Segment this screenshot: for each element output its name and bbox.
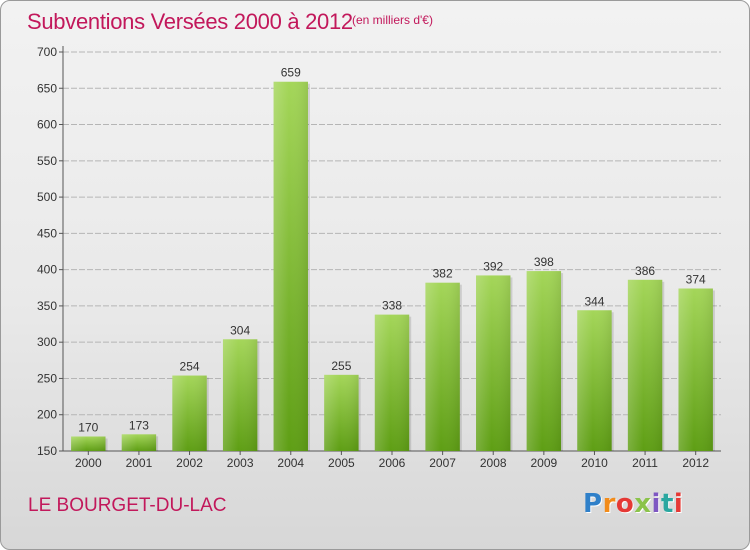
x-tick-label: 2011 [632, 456, 658, 470]
bar-highlight [425, 282, 460, 451]
bar-layer [71, 81, 715, 451]
bar-highlight [476, 275, 511, 451]
bar-highlight [678, 288, 713, 451]
x-tick-label: 2009 [530, 456, 557, 470]
bar-highlight [526, 271, 562, 451]
value-label: 173 [129, 418, 149, 432]
y-tick-label: 200 [37, 408, 57, 422]
y-tick-label: 450 [37, 226, 57, 240]
y-tick-label: 250 [37, 371, 57, 385]
bar-highlight [627, 279, 663, 451]
y-tick-label: 650 [37, 81, 57, 95]
y-tick-label: 550 [37, 154, 57, 168]
value-label: 386 [635, 264, 655, 278]
unit-note: (en milliers d'€) [352, 13, 433, 27]
y-tick-label: 700 [37, 45, 57, 59]
bar-highlight [374, 314, 410, 451]
city-name: LE BOURGET-DU-LAC [28, 495, 227, 516]
bar-highlight [577, 310, 612, 451]
value-label: 374 [686, 272, 706, 286]
value-label: 382 [433, 267, 453, 281]
chart-title: Subventions Versées 2000 à 2012 [27, 9, 353, 34]
value-label: 398 [534, 255, 554, 269]
bar-highlight [121, 434, 157, 451]
bar-highlight [273, 81, 308, 451]
y-tick-label: 300 [37, 335, 57, 349]
value-label: 254 [180, 360, 200, 374]
y-tick-label: 400 [37, 263, 57, 277]
bar-highlight [71, 436, 106, 451]
value-label: 392 [483, 259, 503, 273]
x-tick-label: 2008 [480, 456, 507, 470]
x-tick-label: 2001 [126, 456, 153, 470]
y-tick-label: 350 [37, 299, 57, 313]
value-label: 304 [230, 323, 250, 337]
label-layer: 170 2000 173 2001 254 2002 304 2003 659 2004 255 20… [75, 66, 709, 470]
x-tick-label: 2000 [75, 456, 102, 470]
x-tick-label: 2010 [581, 456, 608, 470]
bar-highlight [172, 375, 207, 451]
value-label: 255 [331, 359, 351, 373]
value-label: 659 [281, 66, 301, 80]
x-tick-label: 2003 [227, 456, 254, 470]
value-label: 344 [584, 294, 604, 308]
y-tick-label: 500 [37, 190, 57, 204]
y-tick-label: 150 [37, 444, 57, 458]
proxiti-logo: Proxiti [583, 489, 684, 519]
bar-highlight [222, 339, 258, 451]
value-label: 338 [382, 299, 402, 313]
y-tick-label: 600 [37, 118, 57, 132]
x-tick-label: 2002 [176, 456, 203, 470]
x-tick-label: 2004 [277, 456, 304, 470]
x-tick-label: 2007 [429, 456, 456, 470]
bar-highlight [324, 374, 359, 451]
x-tick-label: 2005 [328, 456, 355, 470]
x-tick-label: 2006 [379, 456, 406, 470]
x-tick-label: 2012 [682, 456, 709, 470]
value-label: 170 [78, 420, 98, 434]
